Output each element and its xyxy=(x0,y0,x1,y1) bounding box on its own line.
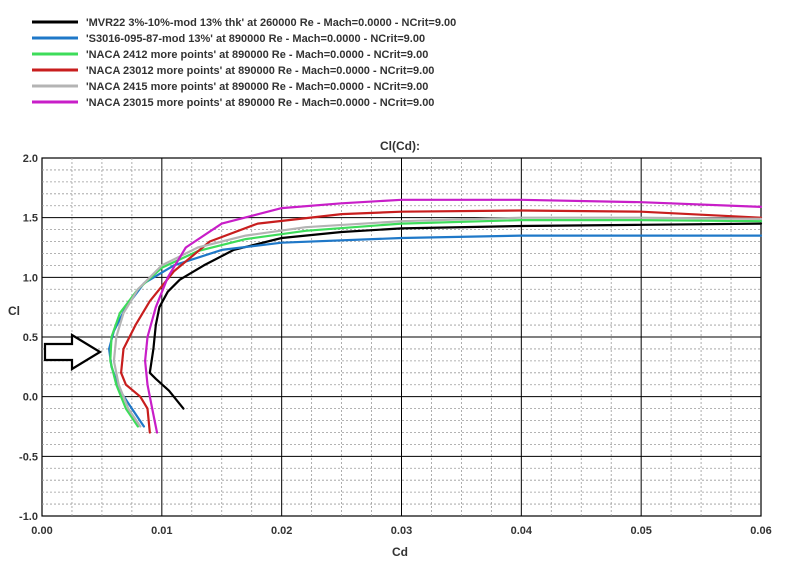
y-tick-label: 1.5 xyxy=(23,213,38,225)
x-tick-label: 0.04 xyxy=(511,525,533,537)
legend: 'MVR22 3%-10%-mod 13% thk' at 260000 Re … xyxy=(32,17,456,109)
x-tick-label: 0.00 xyxy=(31,525,52,537)
legend-label: 'NACA 2415 more points' at 890000 Re - M… xyxy=(86,81,428,93)
x-axis-title: Cd xyxy=(392,545,408,559)
legend-label: 'NACA 23015 more points' at 890000 Re - … xyxy=(86,97,434,109)
y-tick-label: 1.0 xyxy=(23,272,38,284)
series-group xyxy=(108,198,763,434)
x-tick-label: 0.05 xyxy=(630,525,651,537)
y-tick-label: -1.0 xyxy=(19,511,38,523)
series-line-1 xyxy=(148,222,763,410)
arrow-icon xyxy=(43,333,103,371)
series-line-3 xyxy=(109,219,763,428)
series-line-4 xyxy=(120,209,763,434)
y-axis-ticks: -1.0 -0.5 0.0 0.5 1.0 1.5 2.0 xyxy=(19,153,38,523)
y-tick-label: 0.0 xyxy=(23,392,38,404)
legend-label: 'NACA 2412 more points' at 890000 Re - M… xyxy=(86,49,428,61)
x-tick-label: 0.02 xyxy=(271,525,292,537)
legend-label: 'S3016-095-87-mod 13%' at 890000 Re - Ma… xyxy=(86,33,425,45)
y-tick-label: 2.0 xyxy=(23,153,38,165)
legend-label: 'MVR22 3%-10%-mod 13% thk' at 260000 Re … xyxy=(86,17,456,29)
legend-label: 'NACA 23012 more points' at 890000 Re - … xyxy=(86,65,434,77)
y-axis-title: Cl xyxy=(8,304,20,318)
series-line-5 xyxy=(112,216,763,428)
x-tick-label: 0.03 xyxy=(391,525,412,537)
x-tick-label: 0.01 xyxy=(151,525,172,537)
x-axis-ticks: 0.00 0.01 0.02 0.03 0.04 0.05 0.06 xyxy=(31,525,771,537)
y-tick-label: -0.5 xyxy=(19,451,38,463)
chart-title: Cl(Cd): xyxy=(380,139,420,153)
arrow-annotation xyxy=(43,333,103,371)
x-tick-label: 0.06 xyxy=(750,525,771,537)
series-line-6 xyxy=(144,198,763,434)
y-tick-label: 0.5 xyxy=(23,332,38,344)
